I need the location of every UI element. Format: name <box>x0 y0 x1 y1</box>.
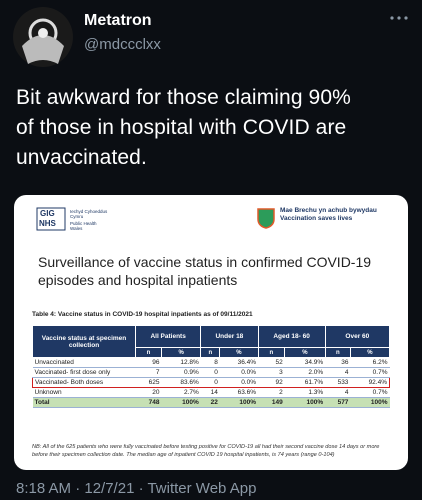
table-cell: 0.0% <box>219 377 259 388</box>
sub-header: % <box>160 347 202 358</box>
tweet-image[interactable]: GIG NHS Iechyd Cyhoeddus Cymru Public He… <box>14 195 408 470</box>
table-cell: 0.7% <box>350 387 390 398</box>
table-cell: 2 <box>258 387 285 398</box>
table-cell: 36 <box>325 357 351 368</box>
table-cell: 63.6% <box>219 387 259 398</box>
sub-header: % <box>219 347 259 358</box>
table-cell: 96 <box>135 357 162 368</box>
tweet-text-line: of those in hospital with COVID are <box>16 116 347 139</box>
table-cell: 748 <box>135 397 162 408</box>
vaccine-table: Vaccine status at specimen collection All… <box>32 325 391 408</box>
logo-gig: GIG <box>40 209 55 218</box>
logo-nhs: NHS <box>39 219 56 228</box>
sub-header: % <box>349 347 391 358</box>
table-cell: 1.3% <box>284 387 326 398</box>
sub-header: n <box>135 347 162 358</box>
column-header: Over 60 <box>324 325 391 348</box>
table-cell: 92 <box>258 377 285 388</box>
table-cell: 0.0% <box>219 367 259 378</box>
table-row: Unknown 20 2.7% 14 63.6% 2 1.3% 4 0.7% <box>32 387 390 398</box>
table-cell: 0.9% <box>161 367 201 378</box>
table-cell: 4 <box>325 387 351 398</box>
table-cell: 36.4% <box>219 357 259 368</box>
table-cell: 12.8% <box>161 357 201 368</box>
table-cell: 100% <box>161 397 201 408</box>
table-cell: 6.2% <box>350 357 390 368</box>
logo-org-welsh: Iechyd Cyhoeddus Cymru <box>70 209 108 219</box>
table-cell: 2.0% <box>284 367 326 378</box>
table-title: Table 4: Vaccine status in COVID-19 hosp… <box>32 311 253 318</box>
column-header: Under 18 <box>200 325 259 348</box>
table-cell: 14 <box>200 387 220 398</box>
author-name[interactable]: Metatron <box>84 12 152 29</box>
table-cell: 577 <box>325 397 351 408</box>
table-cell: 3 <box>258 367 285 378</box>
table-cell: 7 <box>135 367 162 378</box>
table-cell: 0 <box>200 377 220 388</box>
column-header: All Patients <box>134 325 202 348</box>
table-cell: 100% <box>350 397 390 408</box>
table-cell: 0 <box>200 367 220 378</box>
table-cell: 533 <box>325 377 351 388</box>
row-label: Vaccinated- Both doses <box>32 377 136 388</box>
sub-header: n <box>324 347 351 358</box>
sub-header: n <box>200 347 221 358</box>
table-cell: 100% <box>284 397 326 408</box>
row-label: Total <box>32 397 136 408</box>
table-row: Total 748 100% 22 100% 149 100% 577 100% <box>32 397 390 408</box>
table-cell: 149 <box>258 397 285 408</box>
nhs-logo-mark <box>36 207 66 231</box>
footnote: NB: All of the 625 patients who were ful… <box>32 444 380 458</box>
row-label: Unvaccinated <box>32 357 136 368</box>
report-title: Surveillance of vaccine status in confir… <box>38 254 372 288</box>
sub-header: n <box>257 347 286 358</box>
logo-org-english: Public Health Wales <box>70 221 97 231</box>
row-label: Vaccinated- first dose only <box>32 367 136 378</box>
table-cell: 0.7% <box>350 367 390 378</box>
timestamp[interactable]: 8:18 AM · 12/7/21 · Twitter Web App <box>16 480 257 497</box>
table-cell: 92.4% <box>350 377 391 388</box>
more-menu[interactable] <box>388 14 410 22</box>
logo-welsh-slogan: Mae Brechu yn achub bywydau <box>280 207 377 214</box>
sub-header: % <box>284 347 326 358</box>
vaccine-logo-shield <box>257 208 275 229</box>
table-cell: 625 <box>135 377 162 388</box>
tweet-text-line: unvaccinated. <box>16 146 147 169</box>
header-row: Vaccine status at specimen collection All… <box>32 325 391 358</box>
table-cell: 4 <box>325 367 351 378</box>
table-cell: 8 <box>200 357 220 368</box>
avatar[interactable] <box>12 6 74 68</box>
column-header: Aged 18- 60 <box>257 325 326 348</box>
row-label: Unknown <box>32 387 136 398</box>
table-cell: 34.9% <box>284 357 326 368</box>
table-cell: 20 <box>135 387 162 398</box>
table-cell: 100% <box>219 397 259 408</box>
column-header: Vaccine status at specimen collection <box>32 325 136 358</box>
tweet-text-line: Bit awkward for those claiming 90% <box>16 86 351 109</box>
table-cell: 61.7% <box>284 377 326 388</box>
table-cell: 83.6% <box>161 377 201 388</box>
table-cell: 52 <box>258 357 285 368</box>
sub-header-row: n% n% n% n% <box>33 347 391 358</box>
table-cell: 22 <box>200 397 220 408</box>
logo-english-slogan: Vaccination saves lives <box>280 215 353 222</box>
author-handle[interactable]: @mdccclxx <box>84 36 161 53</box>
table-row: Vaccinated- Both doses 625 83.6% 0 0.0% 92 61.… <box>32 377 391 388</box>
table-cell: 2.7% <box>161 387 201 398</box>
table-row: Vaccinated- first dose only 7 0.9% 0 0.0% 3 2.… <box>32 367 390 378</box>
table-row: Unvaccinated 96 12.8% 8 36.4% 52 34.9% 36 6.2% <box>32 357 390 368</box>
